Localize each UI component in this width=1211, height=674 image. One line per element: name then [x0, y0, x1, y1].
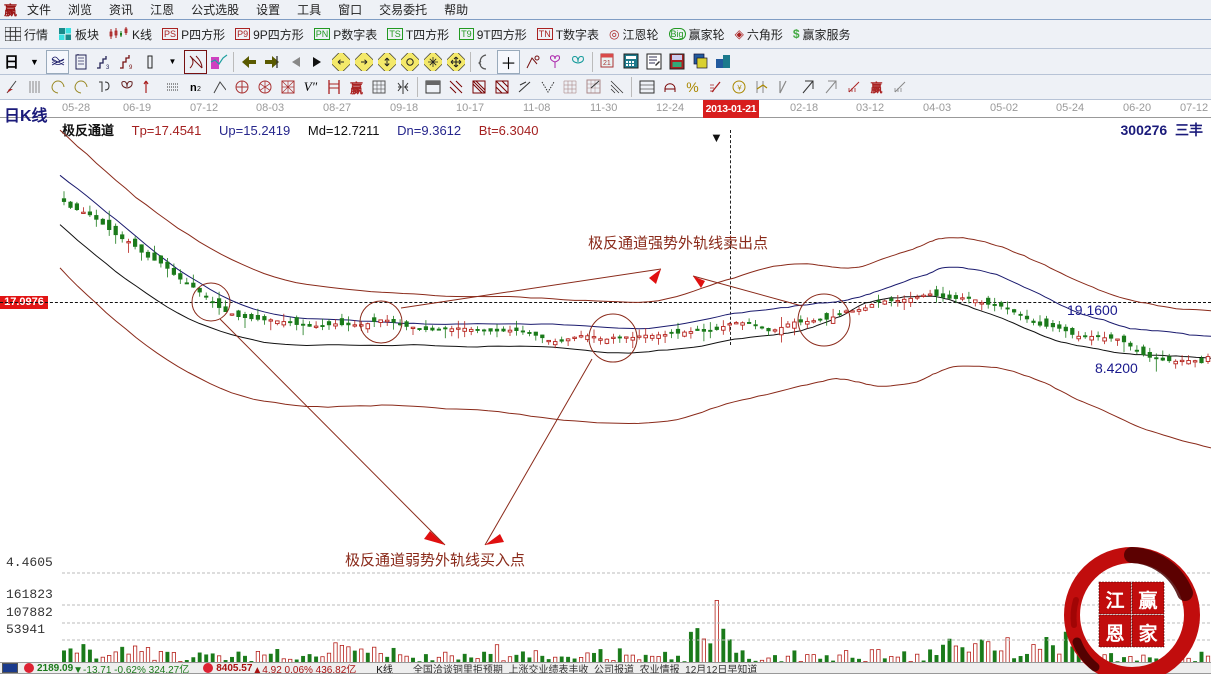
svg-text:赢: 赢 — [1138, 589, 1157, 612]
svg-text:8.4200: 8.4200 — [1095, 360, 1138, 376]
svg-text:极反通道弱势外轨线买入点: 极反通道弱势外轨线买入点 — [345, 552, 525, 569]
svg-text:恩: 恩 — [1105, 623, 1124, 645]
svg-text:n: n — [190, 82, 197, 94]
svg-text:19.1600: 19.1600 — [1067, 302, 1118, 318]
svg-text:2: 2 — [197, 86, 201, 93]
svg-text:家: 家 — [1138, 622, 1158, 645]
svg-text:21: 21 — [603, 60, 611, 67]
svg-text:江: 江 — [1105, 590, 1124, 612]
svg-text:￥: ￥ — [736, 84, 743, 92]
svg-text:极反通道强势外轨线卖出点: 极反通道强势外轨线卖出点 — [588, 235, 768, 252]
svg-text:3: 3 — [106, 65, 110, 70]
svg-text:9: 9 — [129, 65, 133, 70]
